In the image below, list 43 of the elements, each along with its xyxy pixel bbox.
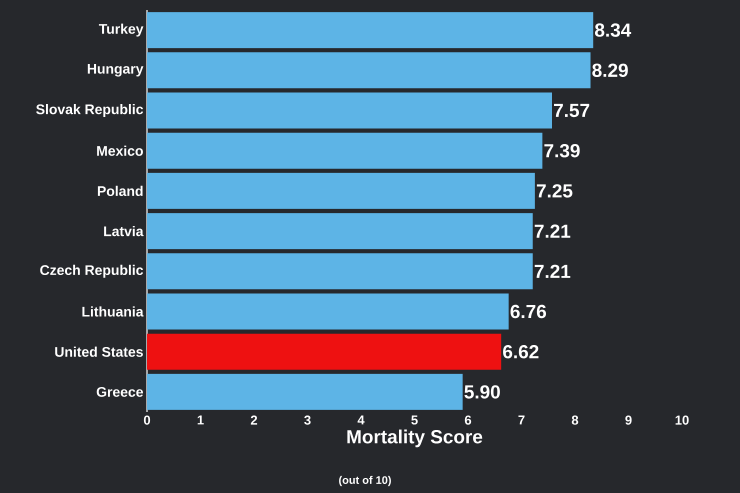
data-label: 8.34 — [594, 23, 632, 37]
x-tick-label: 6 — [464, 416, 472, 425]
data-label: 5.90 — [464, 385, 500, 399]
bar — [147, 52, 591, 88]
x-tick-label: 5 — [411, 416, 418, 425]
y-tick-label: Poland — [98, 186, 143, 196]
x-tick-label: 1 — [198, 416, 204, 424]
data-label: 6.62 — [503, 345, 538, 358]
y-tick-label: Lithuania — [82, 306, 144, 317]
data-label: 7.25 — [536, 184, 572, 198]
x-tick-label: 0 — [144, 416, 150, 425]
bar — [147, 294, 509, 330]
y-tick-label: Latvia — [104, 226, 144, 236]
data-label: 7.57 — [554, 104, 590, 118]
bar — [147, 374, 463, 410]
x-axis-title: Mortality Score — [347, 430, 482, 448]
x-tick-label: 3 — [304, 416, 311, 425]
y-tick-label: Greece — [96, 386, 143, 397]
y-tick-label: Czech Republic — [40, 264, 144, 278]
y-tick-label: United States — [55, 346, 143, 357]
bar — [147, 92, 552, 129]
bar — [147, 12, 594, 48]
y-tick-label: Slovak Republic — [36, 104, 144, 117]
data-label: 7.39 — [544, 144, 580, 158]
y-tick-label: Turkey — [98, 24, 144, 37]
x-tick-label: 4 — [358, 416, 365, 424]
bar — [147, 334, 502, 370]
x-tick-label: 8 — [572, 416, 578, 425]
bar — [147, 213, 533, 250]
x-tick-label: 7 — [518, 416, 525, 424]
y-tick-label: Hungary — [88, 64, 144, 77]
text: (out of 10) — [339, 476, 391, 486]
data-label: 7.21 — [534, 264, 570, 278]
x-tick-label: 10 — [676, 416, 689, 425]
bar — [147, 172, 535, 209]
x-tick-label: 9 — [625, 416, 632, 425]
x-tick-label: 2 — [250, 416, 258, 425]
data-label: 8.29 — [592, 64, 628, 78]
data-label: 7.21 — [534, 224, 570, 238]
y-tick-label: Mexico — [97, 146, 143, 156]
bar — [147, 253, 533, 290]
bar — [147, 132, 542, 169]
data-label: 6.76 — [510, 304, 546, 318]
